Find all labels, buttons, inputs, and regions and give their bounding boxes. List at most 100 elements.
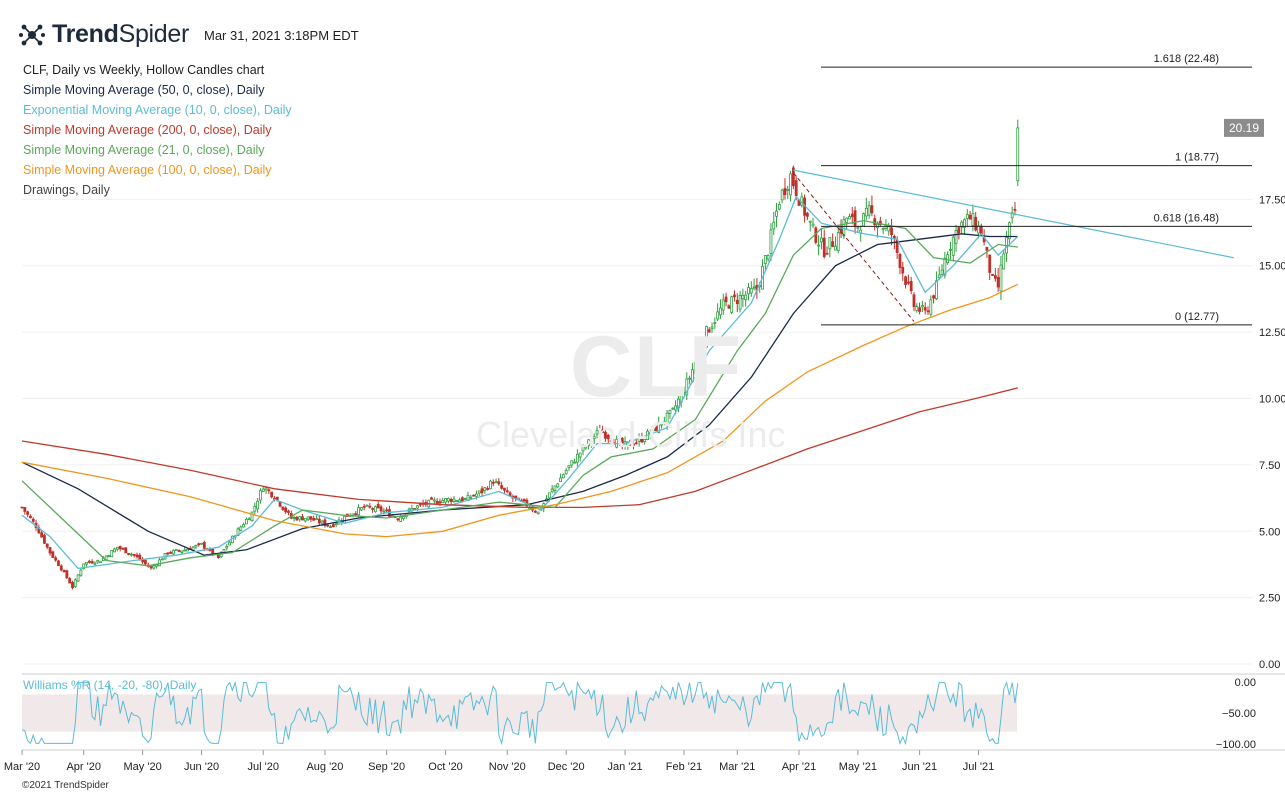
candle-body <box>878 220 882 225</box>
trendline <box>793 169 1234 259</box>
price-tick-label: 2.50 <box>1259 593 1280 605</box>
candle-body <box>618 439 621 442</box>
candle-body <box>292 516 296 519</box>
candle-body <box>820 237 823 243</box>
candle-body <box>993 275 997 279</box>
candle <box>31 517 35 524</box>
candle-body <box>634 442 638 445</box>
candle <box>489 479 492 490</box>
time-tick-label: Jul '21 <box>963 761 994 773</box>
legend-item[interactable]: Simple Moving Average (100, 0, close), D… <box>23 163 272 177</box>
moving-average-line <box>21 283 1019 538</box>
candle-body <box>23 506 27 512</box>
candle-body <box>573 461 576 464</box>
candle-body <box>354 513 358 516</box>
candle <box>971 204 975 232</box>
candle <box>811 217 815 228</box>
candle-body <box>556 483 560 488</box>
candle <box>749 281 753 297</box>
candle-body <box>177 550 181 552</box>
candle <box>90 559 94 564</box>
candle <box>825 246 829 255</box>
candle-body <box>65 570 69 579</box>
candle-body <box>329 526 332 528</box>
candle <box>472 494 476 497</box>
candle <box>909 276 913 295</box>
candle <box>287 509 290 516</box>
candle <box>954 224 958 252</box>
candle <box>522 498 526 503</box>
time-tick-label: Jul '20 <box>248 761 279 773</box>
fib-level-label: 0.618 (16.48) <box>1154 212 1219 224</box>
candle <box>379 504 383 514</box>
candle <box>584 444 588 451</box>
legend-item[interactable]: Drawings, Daily <box>23 183 110 197</box>
candle <box>817 235 821 256</box>
candle-body <box>702 344 706 352</box>
candle-body <box>724 296 728 303</box>
candle <box>901 261 905 281</box>
candle <box>786 185 790 199</box>
candle <box>458 497 461 503</box>
candle <box>581 444 585 456</box>
candle <box>132 553 136 558</box>
candle-body <box>587 439 591 446</box>
candle-body <box>960 221 964 228</box>
candle-body <box>828 237 832 250</box>
candle-body <box>432 499 436 502</box>
candle-body <box>301 516 304 521</box>
candle <box>166 552 170 556</box>
candle <box>864 197 868 221</box>
legend-item[interactable]: Exponential Moving Average (10, 0, close… <box>23 103 292 117</box>
candle-body <box>789 173 792 196</box>
candle-body <box>643 438 647 442</box>
candle <box>317 515 321 526</box>
candle <box>261 486 265 493</box>
candle-body <box>441 500 445 504</box>
candle <box>988 254 992 281</box>
candle <box>727 304 731 309</box>
candle-body <box>303 518 307 522</box>
candle-body <box>590 440 593 444</box>
candle <box>413 508 417 510</box>
candle <box>289 510 293 520</box>
candle-body <box>402 516 405 519</box>
candle <box>556 483 560 489</box>
candle-body <box>186 548 189 552</box>
candle-body <box>261 488 265 493</box>
candle-body <box>567 465 571 469</box>
legend-item[interactable]: Simple Moving Average (200, 0, close), D… <box>23 123 272 137</box>
candle-body <box>763 255 767 264</box>
candle <box>598 424 602 433</box>
legend-item[interactable]: Simple Moving Average (21, 0, close), Da… <box>23 143 265 157</box>
candle <box>1013 201 1017 216</box>
candle <box>264 486 268 494</box>
candle-body <box>808 220 812 223</box>
williams-tick-label: −50.00 <box>1222 708 1256 720</box>
last-price-label: 20.19 <box>1229 121 1259 135</box>
candle-body <box>766 254 770 260</box>
candle-body <box>309 516 313 520</box>
candle <box>738 291 742 313</box>
candle-body <box>977 225 980 234</box>
candle <box>259 488 262 504</box>
candle <box>127 553 130 556</box>
candle-body <box>864 207 868 217</box>
candle <box>929 295 933 317</box>
candle <box>118 545 122 552</box>
candle-body <box>483 487 487 491</box>
chart-legend: CLF, Daily vs Weekly, Hollow Candles cha… <box>23 60 292 200</box>
legend-item[interactable]: Simple Moving Average (50, 0, close), Da… <box>23 83 265 97</box>
candle <box>993 267 997 282</box>
last-price-badge <box>1224 118 1264 137</box>
candle-body <box>306 516 310 520</box>
candle-body <box>281 506 285 510</box>
time-tick-label: Apr '20 <box>66 761 101 773</box>
candle-body <box>379 506 383 512</box>
candle-body <box>999 264 1003 292</box>
candle-body <box>918 307 921 312</box>
candle-body <box>769 229 773 254</box>
candle <box>326 524 330 528</box>
candle-body <box>713 322 717 324</box>
